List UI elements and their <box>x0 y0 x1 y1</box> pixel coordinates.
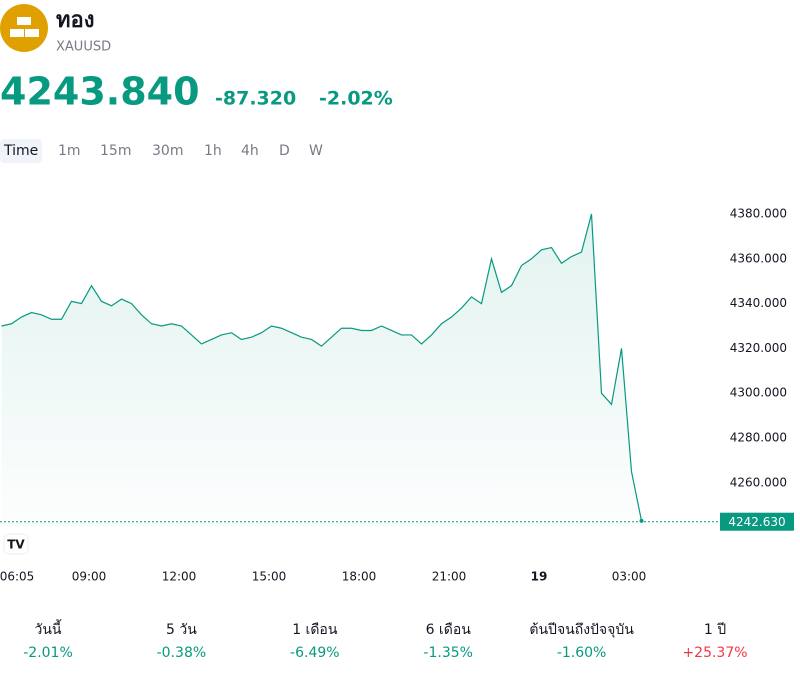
change-pct: -2.02% <box>319 88 393 110</box>
period-change: -0.38% <box>157 645 207 661</box>
last-price-label: 4242.630 <box>728 515 785 529</box>
tv-logo <box>3 533 29 555</box>
y-tick-label: 4360.000 <box>730 251 787 265</box>
y-tick-label: 4300.000 <box>730 386 787 400</box>
timeframe[interactable]: 1h <box>204 143 222 159</box>
timeframe[interactable]: W <box>309 143 323 159</box>
timeframe[interactable]: Time <box>3 143 38 159</box>
x-tick-label: 15:00 <box>252 570 287 584</box>
timeframe[interactable]: 4h <box>241 143 259 159</box>
period-change: -1.35% <box>423 645 473 661</box>
area <box>1 214 642 528</box>
period-change: -1.60% <box>557 645 607 661</box>
x-tick-label: 19 <box>531 570 548 584</box>
x-tick-label: 21:00 <box>432 570 467 584</box>
timeframe[interactable]: 30m <box>152 143 183 159</box>
gold-icon-bar <box>17 17 31 25</box>
x-tick-label: 18:00 <box>342 570 377 584</box>
period-change: +25.37% <box>682 645 747 661</box>
period-change: -2.01% <box>23 645 73 661</box>
timeframe[interactable]: 1m <box>58 143 81 159</box>
last-point <box>639 518 644 523</box>
title: ทอง <box>56 8 94 33</box>
x-tick-label: 09:00 <box>72 570 107 584</box>
period: 6 เดือน <box>426 622 472 638</box>
price: 4243.840 <box>0 70 200 114</box>
period: ต้นปีจนถึงปัจจุบัน <box>529 622 634 638</box>
x-tick-label: 06:05 <box>0 570 34 584</box>
y-tick-label: 4260.000 <box>730 475 787 489</box>
symbol: XAUUSD <box>56 40 111 55</box>
period-change: -6.49% <box>290 645 340 661</box>
tv-logo-text: TV <box>7 538 25 552</box>
timeframe-active <box>0 139 42 163</box>
change: -87.320 <box>215 88 296 110</box>
last-price-box <box>720 512 794 531</box>
y-tick-label: 4280.000 <box>730 431 787 445</box>
period: 1 ปี <box>704 622 726 638</box>
timeframe[interactable]: D <box>279 143 290 159</box>
period: วันนี้ <box>34 619 62 638</box>
gold-icon-bar <box>25 29 39 37</box>
y-tick-label: 4380.000 <box>730 207 787 221</box>
period: 5 วัน <box>166 622 197 638</box>
y-tick-label: 4340.000 <box>730 296 787 310</box>
x-tick-label: 03:00 <box>612 570 647 584</box>
timeframe[interactable]: 15m <box>100 143 131 159</box>
y-tick-label: 4320.000 <box>730 341 787 355</box>
gold-icon <box>0 4 48 52</box>
gold-icon-bar <box>10 29 24 37</box>
x-tick-label: 12:00 <box>162 570 197 584</box>
price-line <box>1 213 643 521</box>
period: 1 เดือน <box>292 622 338 638</box>
